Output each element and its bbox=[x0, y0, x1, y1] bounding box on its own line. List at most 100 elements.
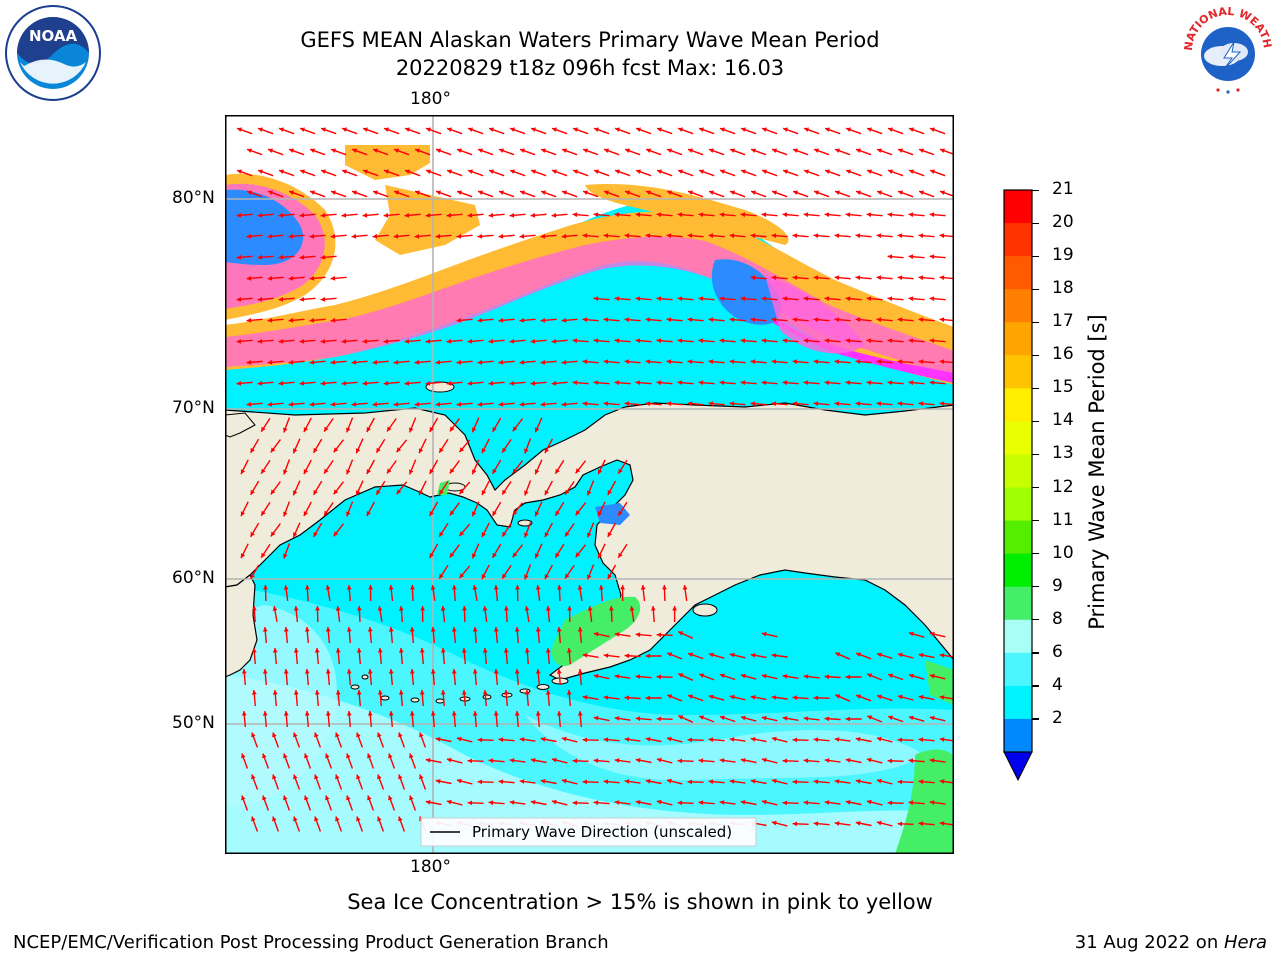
wave-arrow-head bbox=[582, 233, 588, 239]
wave-arrow-head bbox=[530, 338, 536, 344]
wave-arrow-head bbox=[435, 779, 441, 784]
wave-arrow-head bbox=[309, 317, 315, 323]
wave-arrow-head bbox=[425, 800, 431, 805]
wave-arrow-head bbox=[498, 401, 504, 407]
wave-arrow-head bbox=[876, 275, 882, 281]
wave-arrow-head bbox=[750, 359, 756, 365]
wave-arrow-head bbox=[509, 212, 515, 218]
noaa-logo: NOAA bbox=[5, 5, 101, 101]
wave-arrow-head bbox=[405, 127, 410, 132]
colorbar-cell bbox=[1004, 652, 1032, 687]
footer-left: NCEP/EMC/Verification Post Processing Pr… bbox=[13, 932, 609, 953]
colorbar-cell bbox=[1004, 355, 1032, 389]
wave-arrow-head bbox=[315, 606, 320, 611]
wave-arrow-head bbox=[939, 401, 945, 407]
wave-arrow-head bbox=[624, 401, 630, 407]
wave-arrow-head bbox=[512, 510, 518, 516]
wave-arrow-head bbox=[656, 799, 662, 805]
wave-arrow-head bbox=[279, 169, 284, 174]
ocean-blue-norton bbox=[595, 503, 630, 525]
wave-arrow-head bbox=[572, 800, 578, 806]
wave-arrow-head bbox=[456, 401, 462, 407]
wave-arrow-head bbox=[750, 275, 756, 281]
wave-arrow-head bbox=[555, 468, 560, 474]
wave-arrow-head bbox=[698, 800, 704, 806]
wave-arrow-head bbox=[719, 380, 725, 386]
wave-arrow-head bbox=[855, 737, 861, 742]
wave-arrow-head bbox=[366, 469, 371, 474]
wave-arrow-head bbox=[452, 585, 457, 590]
wave-arrow-head bbox=[918, 779, 924, 785]
wave-arrow-head bbox=[918, 359, 924, 365]
wave-arrow-head bbox=[355, 490, 361, 496]
wave-arrow-head bbox=[651, 606, 656, 611]
wave-arrow-head bbox=[541, 190, 546, 195]
wave-arrow-head bbox=[656, 338, 662, 344]
wave-arrow-head bbox=[587, 606, 593, 611]
wave-arrow-head bbox=[313, 447, 318, 453]
wave-arrow-head bbox=[898, 148, 903, 153]
colorbar-cell bbox=[1004, 223, 1032, 257]
wave-arrow-head bbox=[887, 296, 893, 302]
wave-arrow-head bbox=[461, 648, 467, 653]
wave-arrow-head bbox=[459, 573, 465, 579]
wave-arrow-head bbox=[607, 532, 612, 537]
wave-arrow-head bbox=[425, 212, 431, 218]
wave-arrow-head bbox=[555, 510, 560, 516]
wave-arrow-head bbox=[472, 469, 477, 475]
wave-arrow-head bbox=[509, 380, 515, 386]
wave-arrow-head bbox=[719, 296, 725, 302]
wave-arrow-head bbox=[535, 627, 541, 632]
lon-label-top: 180° bbox=[410, 89, 451, 109]
wave-arrow-head bbox=[446, 338, 452, 344]
wave-arrow-head bbox=[645, 737, 651, 742]
wave-arrow-head bbox=[561, 778, 567, 784]
wave-arrow-head bbox=[771, 359, 777, 365]
wave-arrow-head bbox=[503, 690, 509, 695]
wave-arrow-head bbox=[304, 711, 310, 716]
wave-arrow-head bbox=[645, 233, 651, 239]
wave-arrow-head bbox=[261, 552, 266, 558]
wave-arrow-head bbox=[771, 820, 777, 826]
colorbar-tick-label: 18 bbox=[1052, 278, 1074, 299]
wave-arrow-head bbox=[524, 606, 530, 611]
wave-arrow-head bbox=[436, 148, 441, 153]
wave-arrow-head bbox=[335, 732, 340, 738]
wave-arrow-head bbox=[856, 652, 862, 657]
wave-arrow-head bbox=[834, 779, 840, 784]
wave-arrow-head bbox=[867, 715, 873, 720]
wave-arrow-head bbox=[482, 690, 488, 695]
wave-arrow-head bbox=[356, 732, 361, 738]
wave-arrow-head bbox=[261, 468, 266, 474]
wave-arrow-head bbox=[368, 585, 373, 590]
wave-arrow-head bbox=[603, 233, 609, 239]
wave-arrow-head bbox=[761, 757, 767, 763]
wave-period-map: Primary Wave Direction (unscaled) bbox=[225, 115, 954, 854]
wave-arrow-head bbox=[325, 711, 331, 716]
wave-arrow-head bbox=[666, 736, 672, 742]
wave-arrow-head bbox=[352, 190, 357, 195]
wave-arrow-head bbox=[472, 669, 478, 674]
wave-arrow-head bbox=[793, 190, 798, 195]
wave-arrow-head bbox=[846, 127, 851, 132]
wave-arrow-head bbox=[362, 380, 368, 386]
wave-arrow-head bbox=[876, 778, 882, 784]
wave-arrow-head bbox=[396, 447, 402, 453]
wave-arrow-head bbox=[709, 190, 714, 195]
wave-arrow-head bbox=[377, 690, 383, 695]
land-kodiak bbox=[692, 603, 718, 617]
wave-arrow-head bbox=[363, 127, 368, 132]
wave-arrow-head bbox=[289, 190, 294, 195]
wave-arrow-head bbox=[283, 627, 289, 632]
wave-arrow-head bbox=[449, 468, 455, 474]
wave-arrow-head bbox=[246, 233, 252, 239]
wave-arrow-head bbox=[678, 715, 684, 720]
wave-arrow-head bbox=[593, 212, 599, 218]
wave-arrow-head bbox=[876, 736, 882, 742]
wave-arrow-head bbox=[635, 338, 641, 344]
wave-arrow-head bbox=[519, 359, 525, 365]
wave-arrow-head bbox=[534, 469, 540, 475]
wave-arrow-head bbox=[293, 774, 298, 780]
wave-arrow-head bbox=[688, 148, 693, 153]
wave-arrow-head bbox=[708, 359, 714, 365]
